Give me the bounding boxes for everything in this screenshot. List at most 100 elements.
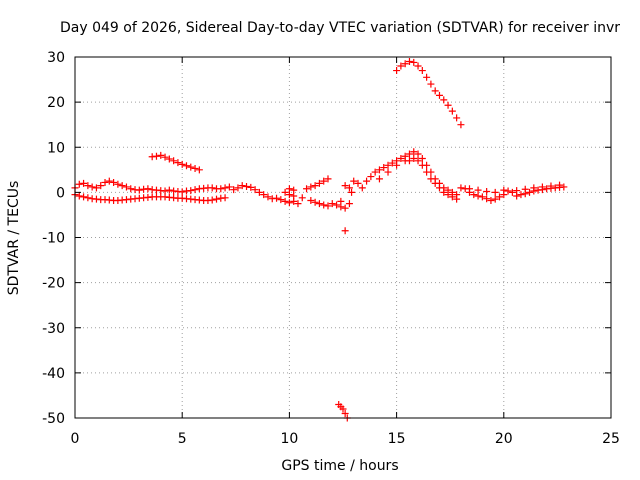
- data-point: [457, 184, 465, 192]
- data-point: [440, 96, 448, 104]
- data-point: [414, 157, 422, 165]
- data-point: [410, 155, 418, 163]
- data-point: [547, 182, 555, 190]
- data-point: [397, 62, 405, 70]
- y-tick-label: -10: [42, 231, 65, 247]
- data-point: [118, 182, 126, 190]
- data-point: [285, 185, 293, 193]
- data-point: [431, 87, 439, 95]
- data-point: [311, 198, 319, 206]
- data-point: [221, 184, 229, 192]
- data-point: [508, 188, 516, 196]
- data-point: [122, 183, 130, 191]
- data-point: [538, 183, 546, 191]
- data-point: [496, 193, 504, 201]
- data-point: [341, 409, 349, 417]
- data-point: [187, 163, 195, 171]
- data-point: [375, 175, 383, 183]
- data-point: [491, 188, 499, 196]
- data-point: [294, 200, 302, 208]
- data-point: [217, 185, 225, 193]
- data-point: [285, 199, 293, 207]
- data-point: [144, 185, 152, 193]
- data-point: [517, 191, 525, 199]
- data-point: [504, 187, 512, 195]
- data-point: [405, 150, 413, 158]
- data-point: [397, 155, 405, 163]
- data-point: [444, 101, 452, 109]
- y-tick-label: -20: [42, 276, 65, 292]
- data-point: [152, 152, 160, 160]
- chart-title: Day 049 of 2026, Sidereal Day-to-day VTE…: [60, 20, 620, 36]
- data-point: [264, 193, 272, 201]
- data-point: [114, 180, 122, 188]
- data-point: [478, 193, 486, 201]
- data-point: [410, 58, 418, 66]
- data-point: [440, 188, 448, 196]
- data-point: [339, 405, 347, 413]
- data-point: [80, 179, 88, 187]
- data-point: [401, 157, 409, 165]
- data-point: [277, 196, 285, 204]
- data-point: [191, 186, 199, 194]
- data-point: [75, 192, 83, 200]
- data-point: [311, 182, 319, 190]
- data-point: [238, 182, 246, 190]
- data-point: [448, 193, 456, 201]
- data-point: [97, 182, 105, 190]
- data-point: [170, 157, 178, 165]
- data-point: [92, 184, 100, 192]
- data-point: [191, 164, 199, 172]
- data-point: [350, 177, 358, 185]
- data-point: [345, 200, 353, 208]
- data-point: [487, 196, 495, 204]
- data-point: [165, 186, 173, 194]
- data-point: [556, 181, 564, 189]
- x-tick-label: 5: [178, 431, 187, 447]
- data-point: [247, 183, 255, 191]
- data-point: [165, 155, 173, 163]
- data-point: [526, 188, 534, 196]
- data-point: [418, 155, 426, 163]
- y-tick-label: 30: [47, 50, 65, 66]
- x-tick-label: 20: [495, 431, 513, 447]
- data-point: [427, 80, 435, 88]
- data-point: [290, 192, 298, 200]
- data-point: [367, 173, 375, 181]
- series-upper-segment-2: [393, 58, 465, 129]
- series-main-band: [71, 148, 568, 212]
- x-axis-label: GPS time / hours: [281, 458, 398, 474]
- data-point: [234, 184, 242, 192]
- data-point: [414, 150, 422, 158]
- x-tick-label: 10: [280, 431, 298, 447]
- data-point: [285, 191, 293, 199]
- data-point: [307, 196, 315, 204]
- data-point: [80, 193, 88, 201]
- data-point: [307, 183, 315, 191]
- data-point: [333, 201, 341, 209]
- x-tick-label: 15: [388, 431, 406, 447]
- data-point: [105, 177, 113, 185]
- data-point: [251, 186, 259, 194]
- data-point: [324, 202, 332, 210]
- x-axis-ticks: 0 5 10 15 20 25: [71, 57, 620, 447]
- series-upper-segment-1: [148, 151, 203, 174]
- data-point: [208, 196, 216, 204]
- data-point: [388, 159, 396, 167]
- data-point: [500, 186, 508, 194]
- data-point: [315, 179, 323, 187]
- data-point: [213, 195, 221, 203]
- data-point: [337, 197, 345, 205]
- data-point: [491, 195, 499, 203]
- data-point: [281, 188, 289, 196]
- data-point: [418, 161, 426, 169]
- data-point: [88, 183, 96, 191]
- data-point: [375, 166, 383, 174]
- data-point: [431, 179, 439, 187]
- x-tick-label: 25: [602, 431, 620, 447]
- data-point: [470, 191, 478, 199]
- x-tick-label: 0: [71, 431, 80, 447]
- data-point: [435, 91, 443, 99]
- data-point: [384, 168, 392, 176]
- data-point: [320, 177, 328, 185]
